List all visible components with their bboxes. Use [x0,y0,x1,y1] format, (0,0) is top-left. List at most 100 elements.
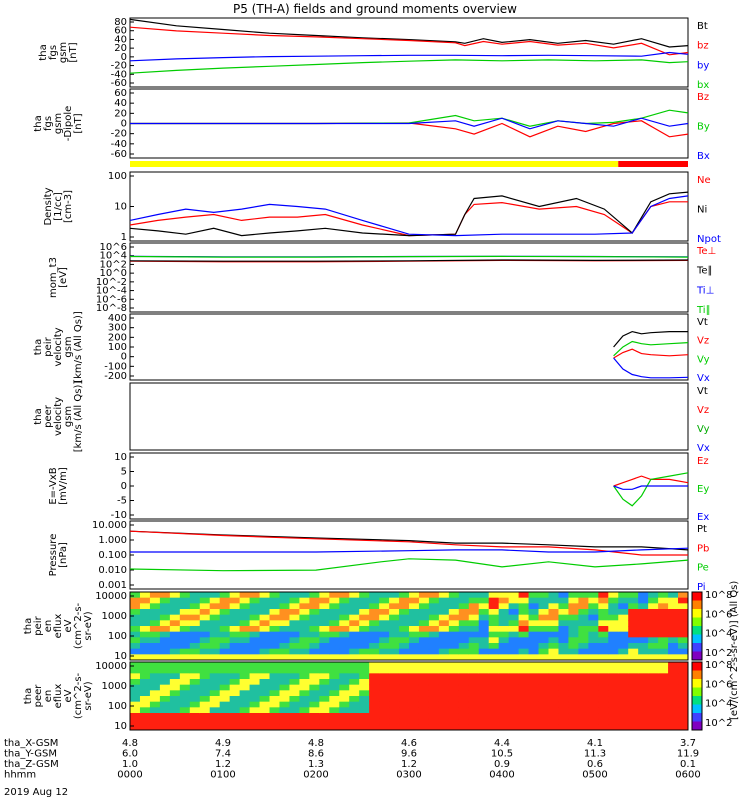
spectrogram-cell [289,631,300,638]
spectrogram-cell [458,679,470,686]
spectrogram-cell [339,609,350,616]
spectrogram-cell [518,637,530,644]
spectrogram-cell [219,667,231,674]
spectrogram-cell [628,684,639,691]
spectrogram-cell [528,631,540,638]
spectrogram-cell [518,631,530,638]
spectrogram-cell [468,673,480,680]
spectrogram-cell [468,626,480,633]
spectrogram-cell [130,637,141,644]
spectrogram-cell [578,662,589,669]
spectrogram-cell [418,684,430,691]
spectrogram-cell [209,718,221,725]
spectrogram-cell [139,614,151,621]
spectrogram-cell [648,637,659,644]
spectrogram-cell [508,620,520,627]
spectrogram-cell [259,637,270,644]
spectrogram-cell [508,654,520,661]
spectrogram-cell [339,626,350,633]
spectrogram-cell [558,620,569,627]
spectrogram-cell [508,631,520,638]
legend-entry: Vx [697,443,710,454]
spectrogram-cell [179,637,191,644]
spectrogram-cell [219,724,231,731]
spectrogram-cell [229,620,241,627]
spectrogram-cell [538,626,549,633]
spectrogram-cell [568,667,579,674]
spectrogram-cell [668,643,679,650]
y-axis-label-line: tha [33,115,44,131]
spectrogram-cell [678,626,689,633]
spectrogram-cell [339,718,350,725]
spectrogram-cell [399,701,410,708]
colorbar-segment [692,662,702,671]
y-tick-label: 0 [121,119,127,130]
spectrogram-cell [638,701,649,708]
spectrogram-cell [438,707,450,714]
spectrogram-cell [130,603,141,610]
spectrogram-cell [578,626,589,633]
spectrogram-cell [568,614,579,621]
series-line-Ey [613,472,689,507]
colorbar-segment [692,643,702,652]
spectrogram-cell [538,718,549,725]
x-tick-label: 4.6 [401,738,417,749]
spectrogram-cell [488,696,500,703]
spectrogram-cell [578,637,589,644]
spectrogram-cell [498,631,510,638]
spectrogram-cell [628,597,639,604]
spectrogram-cell [289,648,300,655]
spectrogram-cell [359,667,370,674]
spectrogram-cell [538,662,549,669]
spectrogram-cell [638,654,649,661]
spectrogram-cell [568,718,579,725]
spectrogram-cell [628,631,639,638]
spectrogram-cell [249,713,261,720]
spectrogram-cell [608,597,619,604]
spectrogram-cell [518,684,530,691]
spectrogram-cell [349,673,360,680]
spectrogram-cell [319,667,330,674]
spectrogram-cell [229,696,241,703]
spectrogram-cell [389,690,400,697]
y-tick-label: 10000 [95,661,127,672]
spectrogram-cell [568,592,579,599]
spectrogram-cell [678,684,689,691]
y-axis-label-line: velocity [53,327,64,366]
y-tick-label: 5 [121,467,127,478]
spectrogram-cell [309,592,320,599]
spectrogram-cell [259,696,270,703]
spectrogram-cell [289,592,300,599]
spectrogram-cell [418,597,430,604]
spectrogram-cell [309,696,320,703]
spectrogram-cell [478,690,490,697]
spectrogram-cell [339,631,350,638]
spectrogram-cell [498,701,510,708]
spectrogram-cell [538,592,549,599]
spectrogram-cell [628,654,639,661]
spectrogram-cell [409,643,420,650]
spectrogram-cell [538,701,549,708]
spectrogram-cell [299,643,310,650]
spectrogram-cell [438,667,450,674]
spectrogram-cell [259,597,270,604]
spectrogram-cell [399,620,410,627]
spectrogram-cell [169,724,181,731]
spectrogram-cell [339,637,350,644]
spectrogram-cell [428,690,440,697]
spectrogram-cell [189,724,201,731]
spectrogram-cell [588,690,599,697]
spectrogram-cell [468,701,480,708]
spectrogram-cell [548,626,559,633]
spectrogram-cell [359,597,370,604]
spectrogram-cell [149,620,161,627]
spectrogram-cell [668,679,679,686]
legend-entry: Ni [697,205,707,216]
spectrogram-cell [638,724,649,731]
spectrogram-cell [578,620,589,627]
spectrogram-cell [418,673,430,680]
spectrogram-cell [478,648,490,655]
